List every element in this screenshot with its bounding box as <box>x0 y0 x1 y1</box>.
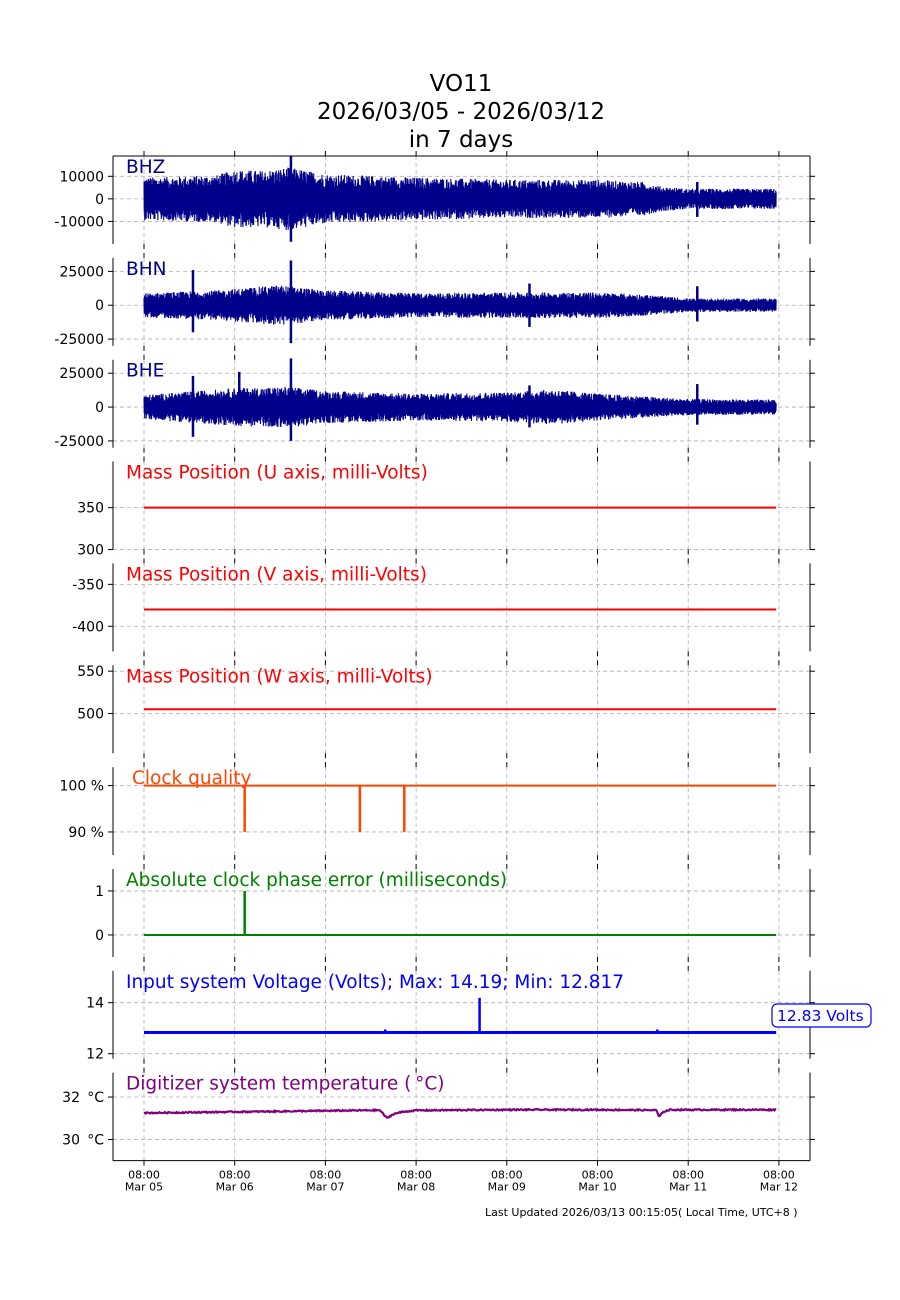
x-tick-label-date: Mar 12 <box>760 1181 798 1194</box>
y-tick-label: -10000 <box>54 214 104 230</box>
series-line-temperature <box>143 1107 777 1119</box>
x-tick-label-date: Mar 10 <box>578 1181 616 1194</box>
y-tick-label: 25000 <box>59 366 104 382</box>
series-line-bhn <box>143 285 777 325</box>
panel-label-clock_phase: Absolute clock phase error (milliseconds… <box>126 870 507 891</box>
y-tick-label: 0 <box>95 192 104 208</box>
x-tick-label-date: Mar 08 <box>397 1181 435 1194</box>
panel-label-bhe: BHE <box>126 361 164 382</box>
x-tick-label-time: 08:00 <box>128 1169 160 1182</box>
y-tick-label: 14 <box>86 996 104 1012</box>
panel-clock_phase: 1 0 Absolute clock phase error (millisecon… <box>95 863 815 962</box>
y-tick-label: 0 <box>95 298 104 314</box>
y-tick-label: 100 % <box>60 779 104 795</box>
panel-label-clock_quality: Clock quality <box>132 768 251 789</box>
current-value-box <box>771 1003 872 1028</box>
y-tick-label: 300 <box>77 543 104 559</box>
x-tick-label-time: 08:00 <box>491 1169 523 1182</box>
panel-mass_w: 550 500 Mass Position (W axis, milli-Volts… <box>77 660 815 759</box>
panel-label-bhz: BHZ <box>126 157 165 178</box>
y-tick-label: 350 <box>77 501 104 517</box>
panel-bhn: 25000 0 -25000 BHN <box>54 252 815 351</box>
x-tick-label-time: 08:00 <box>310 1169 342 1182</box>
y-tick-label: 90 % <box>68 825 104 841</box>
y-tick-label: -400 <box>72 619 104 635</box>
panel-temperature: 32 °C 30 °C Digitizer system temperature (… <box>62 1067 815 1166</box>
title-station: VO11 <box>429 71 493 97</box>
y-tick-label: 500 <box>77 706 104 722</box>
x-tick-label-date: Mar 09 <box>488 1181 526 1194</box>
y-tick-label: -25000 <box>54 332 104 348</box>
panel-bhe: 25000 0 -25000 BHE <box>54 354 815 453</box>
y-tick-label: 32 °C <box>62 1090 104 1106</box>
panel-clock_quality: 100 % 90 % Clock quality <box>60 762 815 861</box>
panel-label-mass_v: Mass Position (V axis, milli-Volts) <box>126 564 427 585</box>
series-line-bhe <box>143 387 777 427</box>
y-tick-label: -25000 <box>54 434 104 450</box>
chart-title: VO11 2026/03/05 - 2026/03/12 in 7 days <box>0 70 900 154</box>
last-updated: Last Updated 2026/03/13 00:15:05( Local … <box>485 1206 798 1219</box>
y-tick-label: 550 <box>77 664 104 680</box>
panel-label-mass_u: Mass Position (U axis, milli-Volts) <box>126 463 428 484</box>
y-tick-label: 0 <box>95 400 104 416</box>
panel-mass_v: -350 -400 Mass Position (V axis, milli-Vol… <box>72 558 815 657</box>
y-tick-label: 25000 <box>59 264 104 280</box>
panel-mass_u: 350 300 Mass Position (U axis, milli-Volts… <box>77 456 815 559</box>
panel-label-voltage: Input system Voltage (Volts); Max: 14.19… <box>126 972 624 993</box>
x-tick-label-date: Mar 11 <box>669 1181 707 1194</box>
y-tick-label: -350 <box>72 577 104 593</box>
y-tick-label: 1 <box>95 884 104 900</box>
y-tick-label: 10000 <box>59 169 104 185</box>
panel-label-temperature: Digitizer system temperature ( °C) <box>126 1074 444 1095</box>
series-line-bhz <box>143 167 777 230</box>
x-tick-label-date: Mar 07 <box>306 1181 344 1194</box>
x-tick-label-date: Mar 06 <box>216 1181 254 1194</box>
title-duration: in 7 days <box>408 127 514 153</box>
panel-bhz: 10000 0 -10000 BHZ <box>54 151 815 249</box>
y-tick-label: 30 °C <box>62 1132 104 1148</box>
x-tick-label-time: 08:00 <box>582 1169 614 1182</box>
panel-voltage: 14 12 Input system Voltage (Volts); Max: 1… <box>86 965 872 1064</box>
x-tick-label-time: 08:00 <box>763 1169 795 1182</box>
current-value-label: 12.83 Volts <box>777 1007 864 1025</box>
panel-label-mass_w: Mass Position (W axis, milli-Volts) <box>126 666 433 687</box>
x-tick-label-date: Mar 05 <box>125 1181 163 1194</box>
title-date-range: 2026/03/05 - 2026/03/12 <box>316 99 606 125</box>
y-tick-label: 0 <box>95 928 104 944</box>
y-tick-label: 12 <box>86 1047 104 1063</box>
x-tick-label-time: 08:00 <box>672 1169 704 1182</box>
panel-label-bhn: BHN <box>126 259 166 280</box>
x-tick-label-time: 08:00 <box>219 1169 251 1182</box>
x-tick-label-time: 08:00 <box>400 1169 432 1182</box>
